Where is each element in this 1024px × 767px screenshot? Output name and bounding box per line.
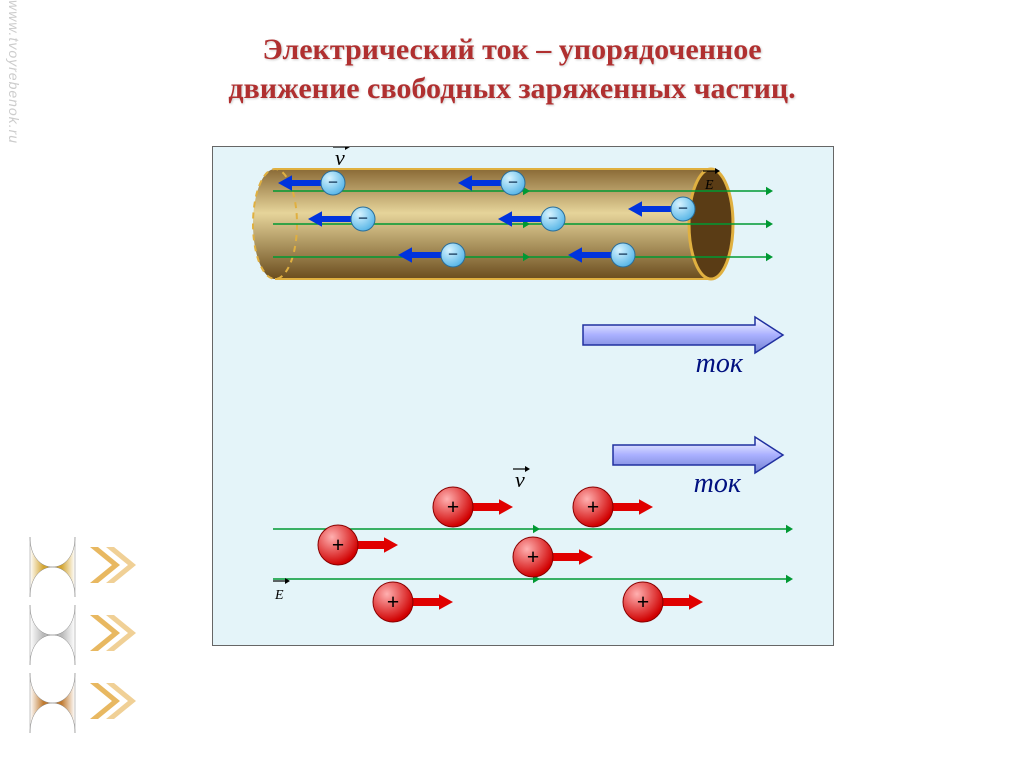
svg-text:−: − (618, 244, 628, 264)
svg-text:+: + (527, 544, 540, 569)
svg-text:E: E (274, 588, 284, 603)
svg-text:−: − (358, 208, 368, 228)
diagram-area: −−−−−−−++++++токтокvEvE (212, 146, 834, 646)
svg-text:−: − (678, 198, 688, 218)
ribbon-svg (20, 527, 170, 747)
svg-text:+: + (332, 532, 345, 557)
svg-text:−: − (328, 172, 338, 192)
diagram-svg: −−−−−−−++++++токтокvEvE (213, 147, 835, 647)
svg-text:+: + (587, 494, 600, 519)
svg-text:−: − (448, 244, 458, 264)
svg-text:v: v (515, 467, 525, 492)
page-title: Электрический ток – упорядоченное движен… (0, 30, 1024, 108)
title-line-1: Электрический ток – упорядоченное (262, 33, 761, 66)
svg-text:v: v (335, 147, 345, 170)
svg-text:+: + (637, 589, 650, 614)
tok-label-top: ток (696, 348, 744, 379)
title-line-2: движение свободных заряженных частиц. (228, 72, 795, 105)
svg-text:E: E (704, 178, 714, 193)
decorative-ribbons (20, 527, 170, 747)
svg-text:−: − (548, 208, 558, 228)
svg-text:+: + (387, 589, 400, 614)
svg-text:−: − (508, 172, 518, 192)
tok-label-bottom: ток (694, 468, 742, 499)
svg-text:+: + (447, 494, 460, 519)
